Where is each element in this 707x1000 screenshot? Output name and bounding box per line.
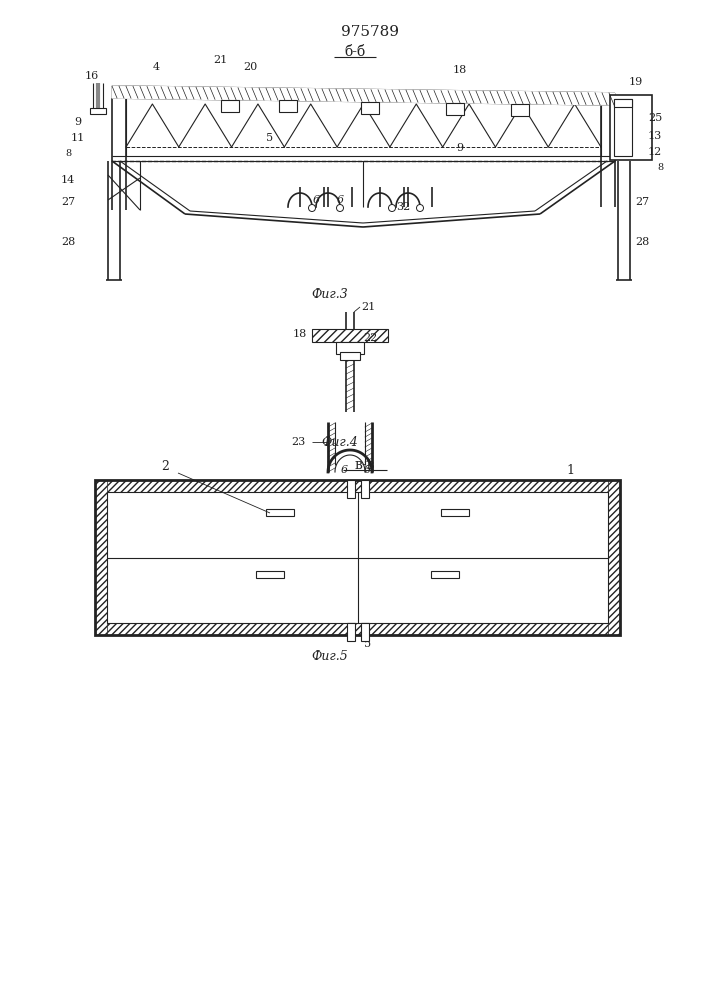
Text: 21: 21	[213, 55, 227, 65]
Circle shape	[416, 205, 423, 212]
Bar	[90, 108, 106, 114]
Text: 6: 6	[364, 465, 371, 475]
Text: 6: 6	[312, 195, 320, 205]
Text: 32: 32	[396, 202, 410, 212]
Bar	[266, 509, 294, 516]
Text: 1: 1	[566, 464, 574, 477]
Bar	[361, 623, 368, 641]
Text: Фиг.4: Фиг.4	[322, 436, 358, 448]
Text: 11: 11	[71, 133, 85, 143]
Text: Фиг.5: Фиг.5	[312, 650, 349, 664]
Bar	[95, 480, 620, 492]
Text: 9: 9	[457, 143, 464, 153]
Bar	[256, 571, 284, 578]
Bar	[610, 95, 652, 160]
Text: 27: 27	[61, 197, 75, 207]
Text: 6: 6	[341, 465, 348, 475]
Bar	[279, 100, 297, 112]
Text: 4: 4	[153, 62, 160, 72]
Text: 6: 6	[337, 195, 344, 205]
Bar	[608, 480, 620, 635]
Circle shape	[308, 205, 315, 212]
Polygon shape	[112, 86, 615, 105]
Text: 2: 2	[161, 460, 169, 474]
Text: в-в: в-в	[355, 458, 375, 472]
Text: 19: 19	[629, 77, 643, 87]
Bar	[614, 99, 632, 156]
Text: 18: 18	[293, 329, 307, 339]
Bar	[431, 571, 459, 578]
Bar	[361, 480, 368, 498]
Text: 14: 14	[61, 175, 75, 185]
Text: Фиг.3: Фиг.3	[312, 288, 349, 302]
Text: 18: 18	[453, 65, 467, 75]
Text: 12: 12	[648, 147, 662, 157]
Text: 9: 9	[74, 117, 81, 127]
Text: 8: 8	[657, 163, 663, 172]
Text: 5: 5	[267, 133, 274, 143]
Text: 27: 27	[635, 197, 649, 207]
Text: 28: 28	[635, 237, 649, 247]
Text: 5: 5	[364, 639, 371, 649]
Bar	[336, 342, 364, 354]
Circle shape	[389, 205, 395, 212]
Bar	[107, 492, 608, 623]
Text: 13: 13	[648, 131, 662, 141]
Bar	[95, 623, 620, 635]
Bar	[361, 102, 379, 114]
Text: 8: 8	[65, 148, 71, 157]
Bar	[511, 104, 529, 116]
Text: 23: 23	[291, 437, 305, 447]
Bar	[340, 352, 360, 360]
Text: 20: 20	[243, 62, 257, 72]
Text: 22: 22	[363, 333, 377, 343]
Bar	[614, 99, 632, 107]
Bar	[312, 329, 388, 342]
Bar	[221, 100, 239, 112]
Bar	[95, 480, 620, 635]
Bar	[346, 623, 354, 641]
Text: 25: 25	[648, 113, 662, 123]
Text: б-б: б-б	[344, 45, 366, 59]
Text: 975789: 975789	[341, 25, 399, 39]
Text: 16: 16	[85, 71, 99, 81]
Text: 28: 28	[61, 237, 75, 247]
Bar	[441, 509, 469, 516]
Circle shape	[337, 205, 344, 212]
Text: 21: 21	[361, 302, 375, 312]
Bar	[95, 480, 107, 635]
Bar	[446, 103, 464, 115]
Bar	[346, 480, 354, 498]
